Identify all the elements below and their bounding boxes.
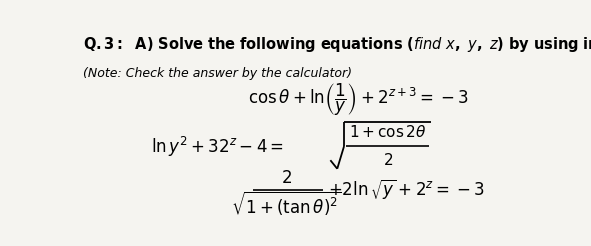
Text: $\ln y^2 + 32^z - 4 =$: $\ln y^2 + 32^z - 4 =$ (151, 135, 285, 159)
Text: $2$: $2$ (382, 152, 392, 168)
Text: $1 + \cos 2\theta$: $1 + \cos 2\theta$ (349, 124, 426, 140)
Text: $\cos\theta + \ln\!\left(\dfrac{1}{y}\right) + 2^{z+3} = -3$: $\cos\theta + \ln\!\left(\dfrac{1}{y}\ri… (248, 81, 468, 118)
Text: $+ 2\ln\sqrt{y} + 2^z = -3$: $+ 2\ln\sqrt{y} + 2^z = -3$ (327, 178, 484, 202)
Text: $2$: $2$ (281, 170, 293, 187)
Text: (Note: Check the answer by the calculator): (Note: Check the answer by the calculato… (83, 67, 352, 80)
Text: $\bf{Q.3:}$  $\bf{A)}$ $\bf{Solve\ the\ following\ equations}$ $\mathbf{(}$$\bf{: $\bf{Q.3:}$ $\bf{A)}$ $\bf{Solve\ the\ f… (83, 35, 591, 54)
Text: $\sqrt{1 + (\tan\theta)^2}$: $\sqrt{1 + (\tan\theta)^2}$ (232, 190, 342, 218)
